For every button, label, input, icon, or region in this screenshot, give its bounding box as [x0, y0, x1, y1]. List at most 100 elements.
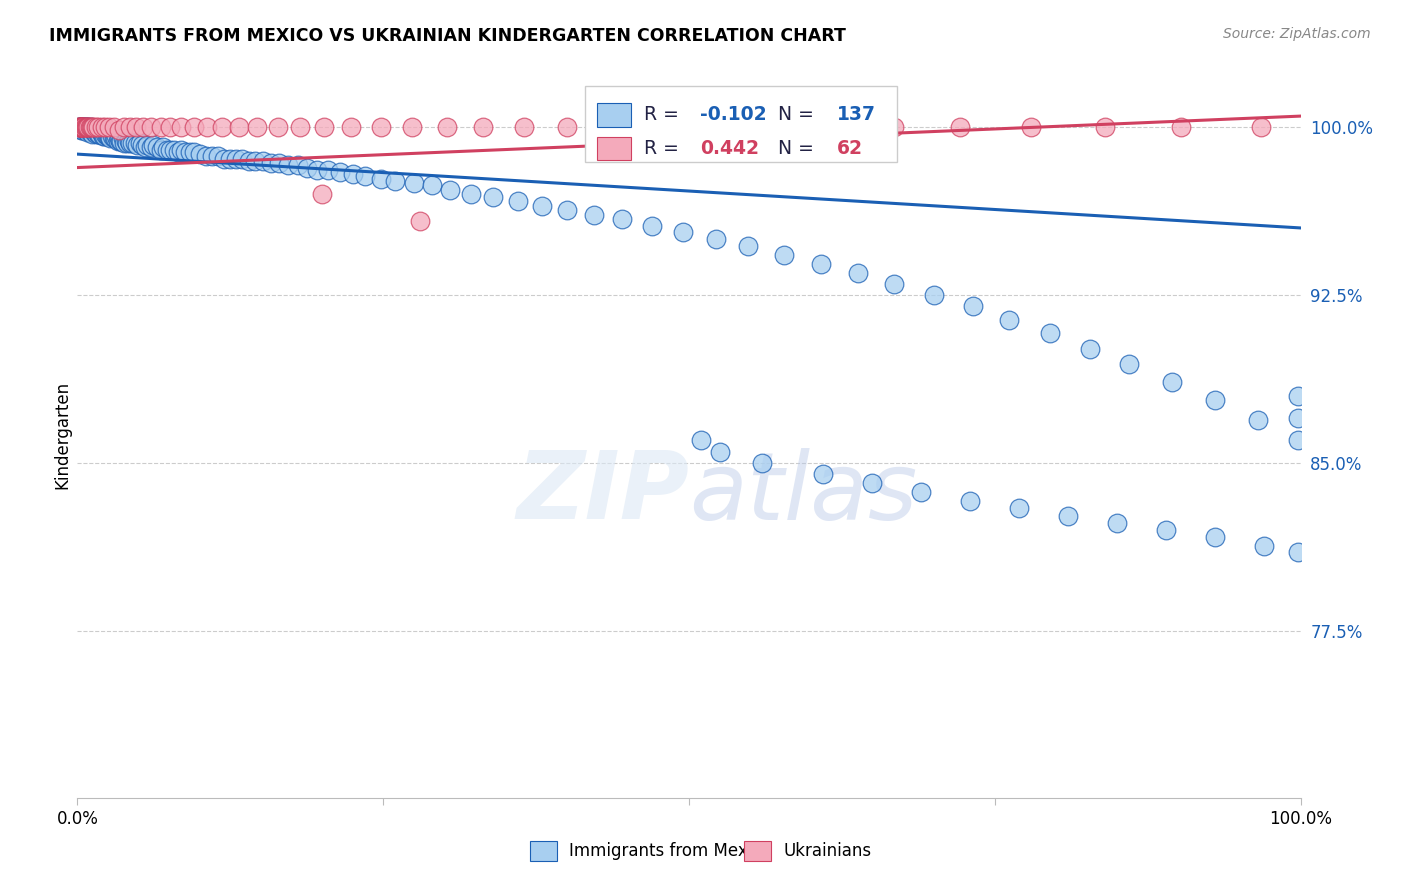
Point — [314, 120, 336, 135]
Point — [316, 162, 339, 177]
Point — [69, 120, 91, 135]
Point — [70, 120, 93, 135]
Point — [69, 120, 91, 135]
Point — [128, 136, 150, 150]
Point — [159, 120, 181, 135]
Point — [79, 120, 101, 135]
Point — [84, 127, 107, 141]
Point — [70, 120, 93, 135]
Point — [84, 120, 107, 135]
Point — [329, 165, 352, 179]
Point — [115, 134, 138, 148]
Point — [103, 131, 125, 145]
Point — [342, 167, 364, 181]
Point — [311, 187, 333, 202]
Point — [103, 120, 125, 135]
Point — [118, 120, 141, 135]
Point — [166, 145, 188, 159]
Point — [104, 131, 127, 145]
Point — [269, 156, 291, 170]
Point — [90, 125, 112, 139]
Point — [672, 226, 695, 240]
Point — [582, 207, 605, 221]
Text: Ukrainians: Ukrainians — [783, 842, 872, 860]
Point — [820, 120, 842, 135]
Point — [73, 120, 96, 135]
Point — [121, 136, 143, 150]
Point — [134, 140, 156, 154]
Point — [949, 120, 972, 135]
Point — [118, 134, 141, 148]
Point — [1286, 545, 1309, 559]
Point — [127, 138, 149, 153]
Point — [94, 120, 117, 135]
Point — [79, 125, 101, 139]
Point — [89, 127, 111, 141]
Point — [136, 138, 159, 153]
Point — [70, 120, 93, 135]
Point — [69, 120, 91, 135]
Point — [401, 120, 423, 135]
Point — [118, 136, 141, 150]
Point — [156, 143, 179, 157]
Point — [307, 162, 329, 177]
Point — [76, 125, 98, 139]
Point — [77, 120, 100, 135]
Point — [149, 120, 172, 135]
Point — [998, 312, 1021, 326]
Point — [70, 122, 93, 136]
Point — [482, 189, 505, 203]
Point — [80, 127, 103, 141]
Point — [174, 145, 197, 159]
Point — [1118, 358, 1140, 372]
Point — [100, 129, 122, 144]
Point — [80, 120, 103, 135]
Point — [87, 127, 110, 141]
Point — [810, 257, 832, 271]
Text: N =: N = — [779, 105, 820, 124]
Point — [513, 120, 536, 135]
Point — [93, 129, 115, 144]
Point — [112, 136, 135, 150]
Point — [80, 120, 103, 135]
Point — [340, 120, 363, 135]
Point — [1253, 539, 1275, 553]
Point — [146, 140, 169, 154]
Point — [86, 125, 108, 139]
Point — [225, 152, 247, 166]
Point — [288, 120, 311, 135]
Point — [1250, 120, 1272, 135]
Point — [602, 120, 624, 135]
Point — [110, 134, 132, 148]
Point — [98, 129, 121, 144]
Point — [170, 120, 193, 135]
Point — [76, 120, 98, 135]
Text: 0.442: 0.442 — [700, 139, 759, 158]
Point — [555, 120, 578, 135]
Point — [91, 129, 114, 144]
Point — [1039, 326, 1062, 340]
Point — [1094, 120, 1116, 135]
Bar — [744, 840, 770, 861]
Point — [211, 120, 233, 135]
Y-axis label: Kindergarten: Kindergarten — [53, 381, 72, 489]
Point — [1204, 393, 1226, 408]
Point — [76, 120, 98, 135]
Point — [108, 122, 131, 136]
Point — [139, 120, 162, 135]
Point — [231, 152, 253, 166]
Point — [238, 153, 260, 168]
Point — [207, 149, 229, 163]
Point — [910, 484, 932, 499]
Point — [96, 129, 118, 144]
Text: N =: N = — [779, 139, 820, 158]
Point — [883, 277, 905, 291]
Point — [90, 120, 112, 135]
Point — [94, 127, 117, 141]
Point — [70, 120, 93, 135]
Text: atlas: atlas — [689, 448, 917, 539]
Text: 62: 62 — [837, 139, 863, 158]
Point — [75, 120, 97, 135]
Point — [125, 120, 148, 135]
Point — [142, 138, 165, 153]
